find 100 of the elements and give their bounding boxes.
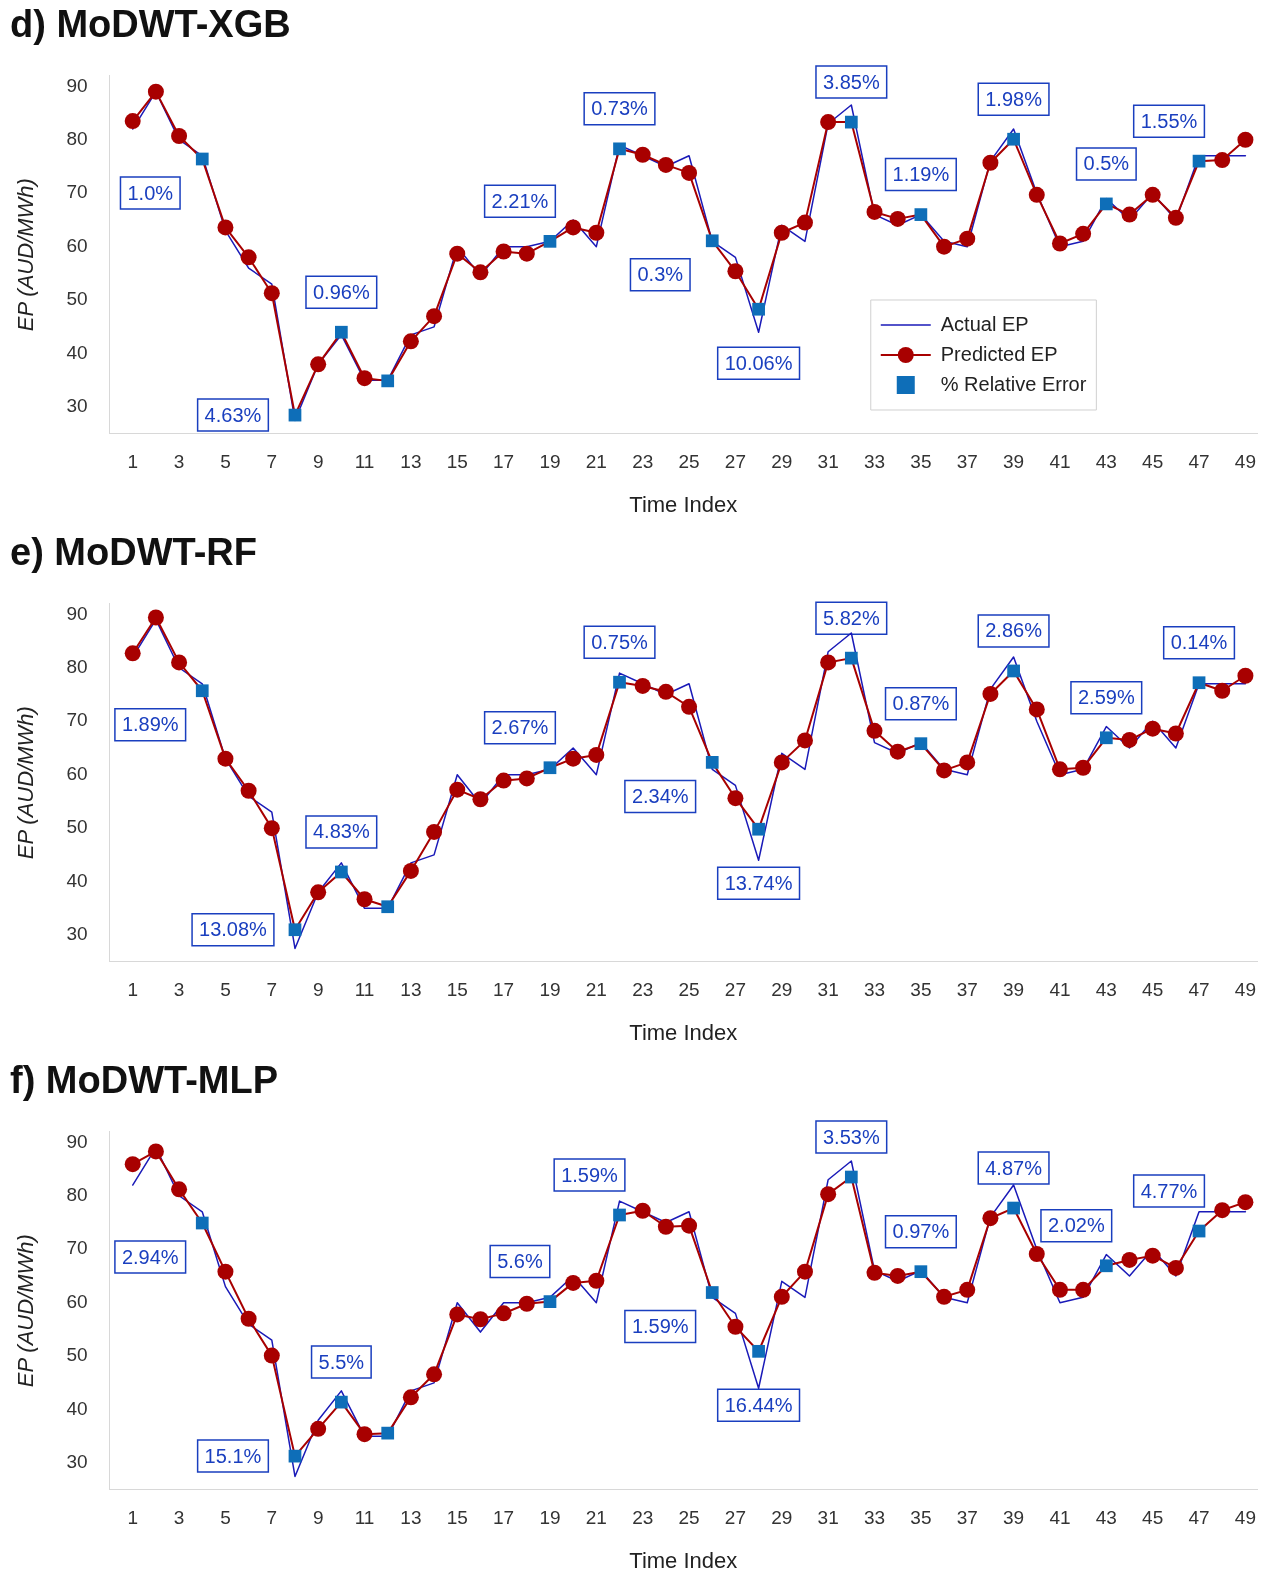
point bbox=[866, 1264, 883, 1281]
x-tick-label: 23 bbox=[632, 451, 654, 473]
y-axis-title: EP (AUD/MWh) bbox=[13, 1234, 39, 1388]
point bbox=[613, 1208, 626, 1222]
point bbox=[796, 732, 813, 749]
annotation: 0.87% bbox=[892, 692, 950, 715]
point bbox=[588, 1272, 605, 1289]
point bbox=[982, 685, 999, 702]
x-tick-label: 31 bbox=[817, 1507, 839, 1529]
y-tick-label: 80 bbox=[66, 127, 88, 149]
annotation: 2.02% bbox=[1047, 1214, 1105, 1237]
point bbox=[1214, 1202, 1231, 1219]
point bbox=[1028, 701, 1045, 718]
x-tick-label: 27 bbox=[724, 451, 746, 473]
x-tick-label: 21 bbox=[585, 979, 607, 1001]
point bbox=[657, 683, 674, 700]
x-tick-label: 37 bbox=[956, 979, 978, 1001]
point bbox=[820, 1186, 837, 1203]
y-tick-label: 40 bbox=[66, 869, 88, 891]
x-tick-label: 43 bbox=[1095, 451, 1117, 473]
annotation: 2.59% bbox=[1077, 686, 1135, 709]
point bbox=[773, 1288, 790, 1305]
point bbox=[959, 230, 976, 247]
x-tick-label: 15 bbox=[446, 1507, 468, 1529]
point bbox=[263, 1347, 280, 1364]
point bbox=[1075, 759, 1092, 776]
annotation: 2.34% bbox=[631, 784, 689, 807]
y-tick-label: 70 bbox=[66, 1237, 88, 1259]
x-tick-label: 39 bbox=[1003, 979, 1025, 1001]
y-tick-label: 50 bbox=[66, 288, 88, 310]
point bbox=[171, 1181, 188, 1198]
point bbox=[495, 1305, 512, 1322]
annotation: 5.6% bbox=[497, 1250, 543, 1273]
point bbox=[217, 219, 234, 236]
annotation: 2.86% bbox=[985, 619, 1043, 642]
point bbox=[334, 325, 348, 339]
x-tick-label: 45 bbox=[1142, 1507, 1164, 1529]
x-tick-label: 33 bbox=[863, 979, 886, 1001]
point bbox=[936, 238, 953, 255]
point bbox=[588, 224, 605, 241]
point bbox=[1144, 1247, 1161, 1264]
x-axis-title: Time Index bbox=[629, 491, 738, 517]
x-tick-label: 41 bbox=[1049, 979, 1071, 1001]
point bbox=[472, 791, 489, 808]
point bbox=[543, 761, 557, 775]
point bbox=[657, 156, 674, 173]
x-tick-label: 43 bbox=[1095, 1507, 1117, 1529]
point bbox=[356, 891, 373, 908]
x-tick-label: 17 bbox=[493, 1507, 515, 1529]
x-tick-label: 1 bbox=[127, 1507, 138, 1529]
annotation: 1.89% bbox=[121, 713, 179, 736]
point bbox=[217, 1263, 234, 1280]
x-tick-label: 19 bbox=[539, 1507, 561, 1529]
point bbox=[449, 245, 466, 262]
point bbox=[1007, 664, 1020, 678]
point bbox=[402, 333, 419, 350]
point bbox=[914, 208, 928, 221]
x-tick-label: 25 bbox=[678, 979, 700, 1001]
point bbox=[124, 113, 141, 130]
point bbox=[147, 609, 164, 626]
point bbox=[147, 1143, 164, 1160]
point bbox=[959, 1281, 976, 1298]
chart-title: e) MoDWT-RF bbox=[10, 531, 257, 574]
annotation: 5.82% bbox=[822, 606, 880, 629]
x-tick-label: 5 bbox=[220, 1507, 231, 1529]
x-tick-label: 19 bbox=[539, 979, 561, 1001]
point bbox=[449, 1306, 466, 1323]
x-tick-label: 39 bbox=[1003, 1507, 1025, 1529]
annotation: 2.21% bbox=[491, 189, 549, 212]
point bbox=[936, 1288, 953, 1305]
x-tick-label: 3 bbox=[173, 1507, 185, 1529]
annotation: 1.98% bbox=[985, 87, 1043, 110]
x-tick-label: 13 bbox=[400, 979, 422, 1001]
point bbox=[518, 770, 535, 787]
x-tick-label: 27 bbox=[724, 979, 746, 1001]
x-tick-label: 25 bbox=[678, 451, 700, 473]
point bbox=[705, 756, 719, 769]
annotation: 1.59% bbox=[631, 1315, 689, 1338]
point bbox=[171, 128, 188, 145]
point bbox=[356, 370, 373, 387]
y-tick-label: 50 bbox=[66, 816, 88, 838]
x-tick-label: 15 bbox=[446, 451, 468, 473]
point bbox=[588, 746, 605, 763]
y-tick-label: 30 bbox=[66, 1451, 88, 1473]
x-tick-label: 9 bbox=[312, 451, 324, 473]
x-tick-label: 49 bbox=[1234, 451, 1256, 473]
point bbox=[1167, 725, 1184, 742]
point bbox=[543, 1295, 557, 1308]
annotation: 13.08% bbox=[199, 918, 268, 941]
point bbox=[773, 754, 790, 771]
point bbox=[1167, 1259, 1184, 1276]
point bbox=[195, 152, 209, 166]
point bbox=[543, 234, 557, 248]
annotation: 15.1% bbox=[204, 1444, 262, 1467]
annotation: 0.75% bbox=[591, 630, 649, 653]
x-tick-label: 47 bbox=[1188, 1507, 1210, 1529]
point bbox=[171, 654, 188, 671]
x-tick-label: 9 bbox=[312, 1507, 324, 1529]
point bbox=[796, 1263, 813, 1280]
x-tick-label: 17 bbox=[493, 979, 515, 1001]
